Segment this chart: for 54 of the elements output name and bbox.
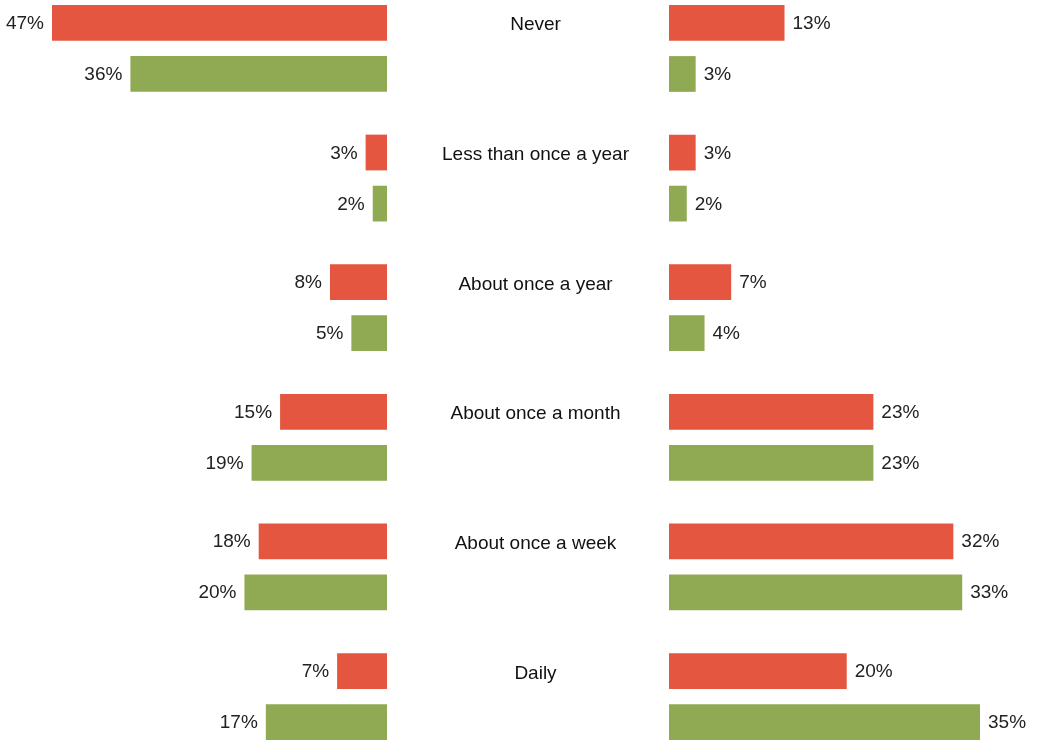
data-label: 36% (84, 62, 123, 84)
data-label: 35% (988, 711, 1027, 733)
y-tick-label: About once a year (458, 272, 614, 294)
bar (372, 185, 387, 222)
data-label: 3% (330, 141, 358, 163)
y-tick-label: Less than once a year (442, 143, 630, 165)
data-label: 19% (205, 451, 244, 473)
bar (669, 315, 705, 352)
data-label: 4% (712, 322, 741, 344)
data-label: 7% (301, 660, 330, 682)
bar (329, 264, 387, 301)
bar (669, 444, 874, 481)
bar (130, 56, 387, 92)
bar (265, 704, 387, 740)
bar (337, 653, 387, 689)
data-label: 13% (792, 11, 831, 33)
bar (669, 134, 696, 171)
bar (251, 444, 387, 481)
bar (52, 5, 387, 41)
data-label: 2% (694, 192, 723, 214)
y-tick-label: Never (510, 13, 562, 35)
data-label: 7% (739, 271, 767, 293)
data-label: 2% (337, 192, 365, 214)
bar (669, 574, 963, 611)
bar (669, 653, 847, 689)
bar (669, 393, 874, 430)
bar (669, 523, 954, 560)
bar (669, 56, 696, 92)
data-label: 47% (5, 11, 45, 33)
y-tick-label: About once a week (454, 531, 617, 553)
bar (244, 574, 387, 611)
data-label: 20% (854, 660, 893, 682)
data-label: 3% (703, 141, 732, 163)
bar (258, 523, 387, 560)
bar (365, 134, 387, 171)
data-label: 17% (219, 711, 258, 733)
bar (351, 315, 387, 352)
data-label: 23% (881, 451, 920, 473)
data-label: 5% (315, 322, 344, 344)
data-label: 23% (881, 400, 920, 422)
bar (669, 185, 687, 222)
data-label: 3% (703, 62, 732, 84)
y-tick-label: About once a month (450, 402, 621, 424)
data-label: 15% (234, 400, 273, 422)
bar (280, 393, 387, 430)
bar (669, 5, 785, 41)
bar (669, 264, 732, 301)
data-label: 20% (198, 581, 237, 603)
bar (669, 704, 980, 740)
data-label: 33% (970, 581, 1009, 603)
data-label: 32% (961, 530, 1000, 552)
data-label: 18% (212, 530, 251, 552)
y-tick-label: Daily (514, 661, 558, 683)
data-label: 8% (294, 271, 323, 293)
